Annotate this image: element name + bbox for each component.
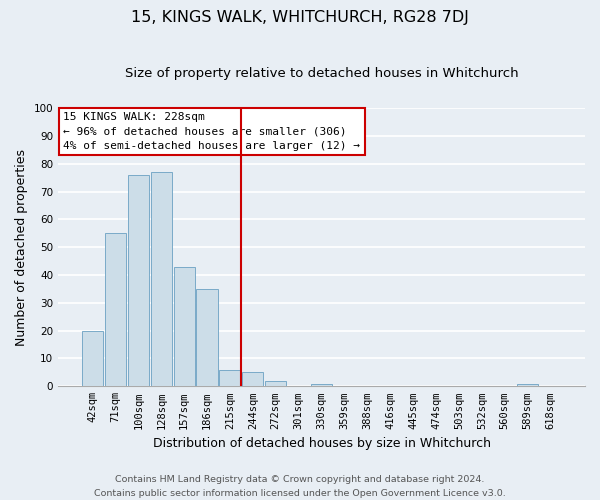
Bar: [220, 370, 241, 386]
Bar: [196, 289, 218, 386]
X-axis label: Distribution of detached houses by size in Whitchurch: Distribution of detached houses by size …: [152, 437, 491, 450]
Bar: [517, 384, 538, 386]
Bar: [128, 175, 149, 386]
Text: 15 KINGS WALK: 228sqm
← 96% of detached houses are smaller (306)
4% of semi-deta: 15 KINGS WALK: 228sqm ← 96% of detached …: [64, 112, 361, 151]
Bar: [82, 330, 103, 386]
Bar: [311, 384, 332, 386]
Text: 15, KINGS WALK, WHITCHURCH, RG28 7DJ: 15, KINGS WALK, WHITCHURCH, RG28 7DJ: [131, 10, 469, 25]
Bar: [105, 234, 126, 386]
Bar: [173, 266, 194, 386]
Bar: [265, 380, 286, 386]
Bar: [242, 372, 263, 386]
Text: Contains HM Land Registry data © Crown copyright and database right 2024.
Contai: Contains HM Land Registry data © Crown c…: [94, 476, 506, 498]
Y-axis label: Number of detached properties: Number of detached properties: [15, 148, 28, 346]
Title: Size of property relative to detached houses in Whitchurch: Size of property relative to detached ho…: [125, 68, 518, 80]
Bar: [151, 172, 172, 386]
